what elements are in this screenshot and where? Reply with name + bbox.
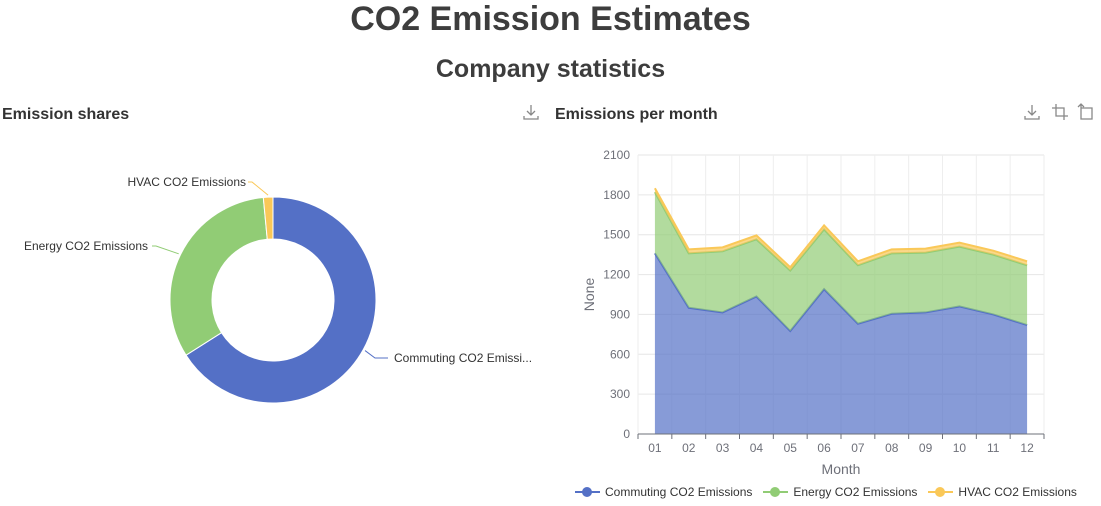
x-tick-label: 02	[682, 441, 696, 455]
pie-slice	[262, 196, 274, 240]
x-tick-label: 09	[919, 441, 933, 455]
y-axis-title: None	[581, 278, 597, 312]
x-tick-label: 01	[648, 441, 662, 455]
legend-label: Energy CO2 Emissions	[793, 485, 918, 499]
legend-marker	[575, 485, 600, 499]
legend-marker	[928, 485, 954, 499]
y-tick-label: 300	[610, 387, 630, 401]
download-icon[interactable]	[522, 103, 540, 121]
x-tick-label: 11	[987, 441, 1000, 455]
pie-panel-title: Emission shares	[2, 106, 130, 123]
chart-legend: Commuting CO2 Emissions Energy CO2 Emiss…	[575, 483, 1088, 501]
download-icon[interactable]	[1023, 103, 1041, 121]
page-title: CO2 Emission Estimates	[350, 0, 751, 38]
zoom-reset-icon[interactable]	[1076, 103, 1094, 121]
area-fill	[654, 188, 1028, 271]
x-tick-label: 05	[784, 441, 798, 455]
pie-label: Commuting CO2 Emissi...	[394, 351, 532, 365]
pie-slice	[169, 196, 268, 356]
y-tick-label: 900	[610, 307, 630, 321]
y-tick-label: 0	[623, 427, 630, 441]
pie-label: Energy CO2 Emissions	[24, 239, 148, 253]
legend-item-energy[interactable]: Energy CO2 Emissions	[763, 485, 917, 499]
legend-label: HVAC CO2 Emissions	[958, 485, 1077, 499]
zoom-select-icon[interactable]	[1051, 103, 1069, 121]
pie-label: HVAC CO2 Emissions	[128, 175, 246, 189]
x-tick-label: 06	[817, 441, 831, 455]
page-subtitle: Company statistics	[435, 55, 666, 83]
y-tick-label: 1800	[603, 188, 630, 202]
pie-label-line	[248, 181, 269, 196]
pie-chart: Commuting CO2 Emissi... Energy CO2 Emissi…	[24, 175, 532, 404]
x-tick-label: 10	[953, 441, 967, 455]
area-fill	[654, 253, 1028, 434]
y-tick-label: 600	[610, 347, 630, 361]
pie-label-line	[152, 245, 179, 255]
x-tick-label: 12	[1020, 441, 1034, 455]
legend-label: Commuting CO2 Emissions	[605, 485, 753, 499]
series-line	[654, 187, 1028, 269]
y-tick-label: 2100	[603, 148, 630, 162]
legend-item-commuting[interactable]: Commuting CO2 Emissions	[575, 485, 752, 499]
legend-item-hvac[interactable]: HVAC CO2 Emissions	[928, 485, 1077, 499]
x-tick-label: 03	[716, 441, 730, 455]
y-tick-label: 1500	[603, 228, 630, 242]
x-tick-label: 04	[750, 441, 764, 455]
area-fill	[654, 192, 1028, 332]
x-axis-title: Month	[822, 461, 861, 477]
y-tick-label: 1200	[603, 268, 630, 282]
x-tick-label: 07	[851, 441, 865, 455]
area-chart: 0 300 600 900 1200 1500 1800 2100 01 02 03 04 05 06 07…	[581, 148, 1045, 477]
pie-slice	[185, 196, 377, 404]
area-panel-title: Emissions per month	[555, 106, 718, 123]
pie-label-line	[364, 350, 388, 359]
x-tick-label: 08	[885, 441, 899, 455]
legend-marker	[763, 485, 789, 499]
series-line	[654, 191, 1028, 273]
